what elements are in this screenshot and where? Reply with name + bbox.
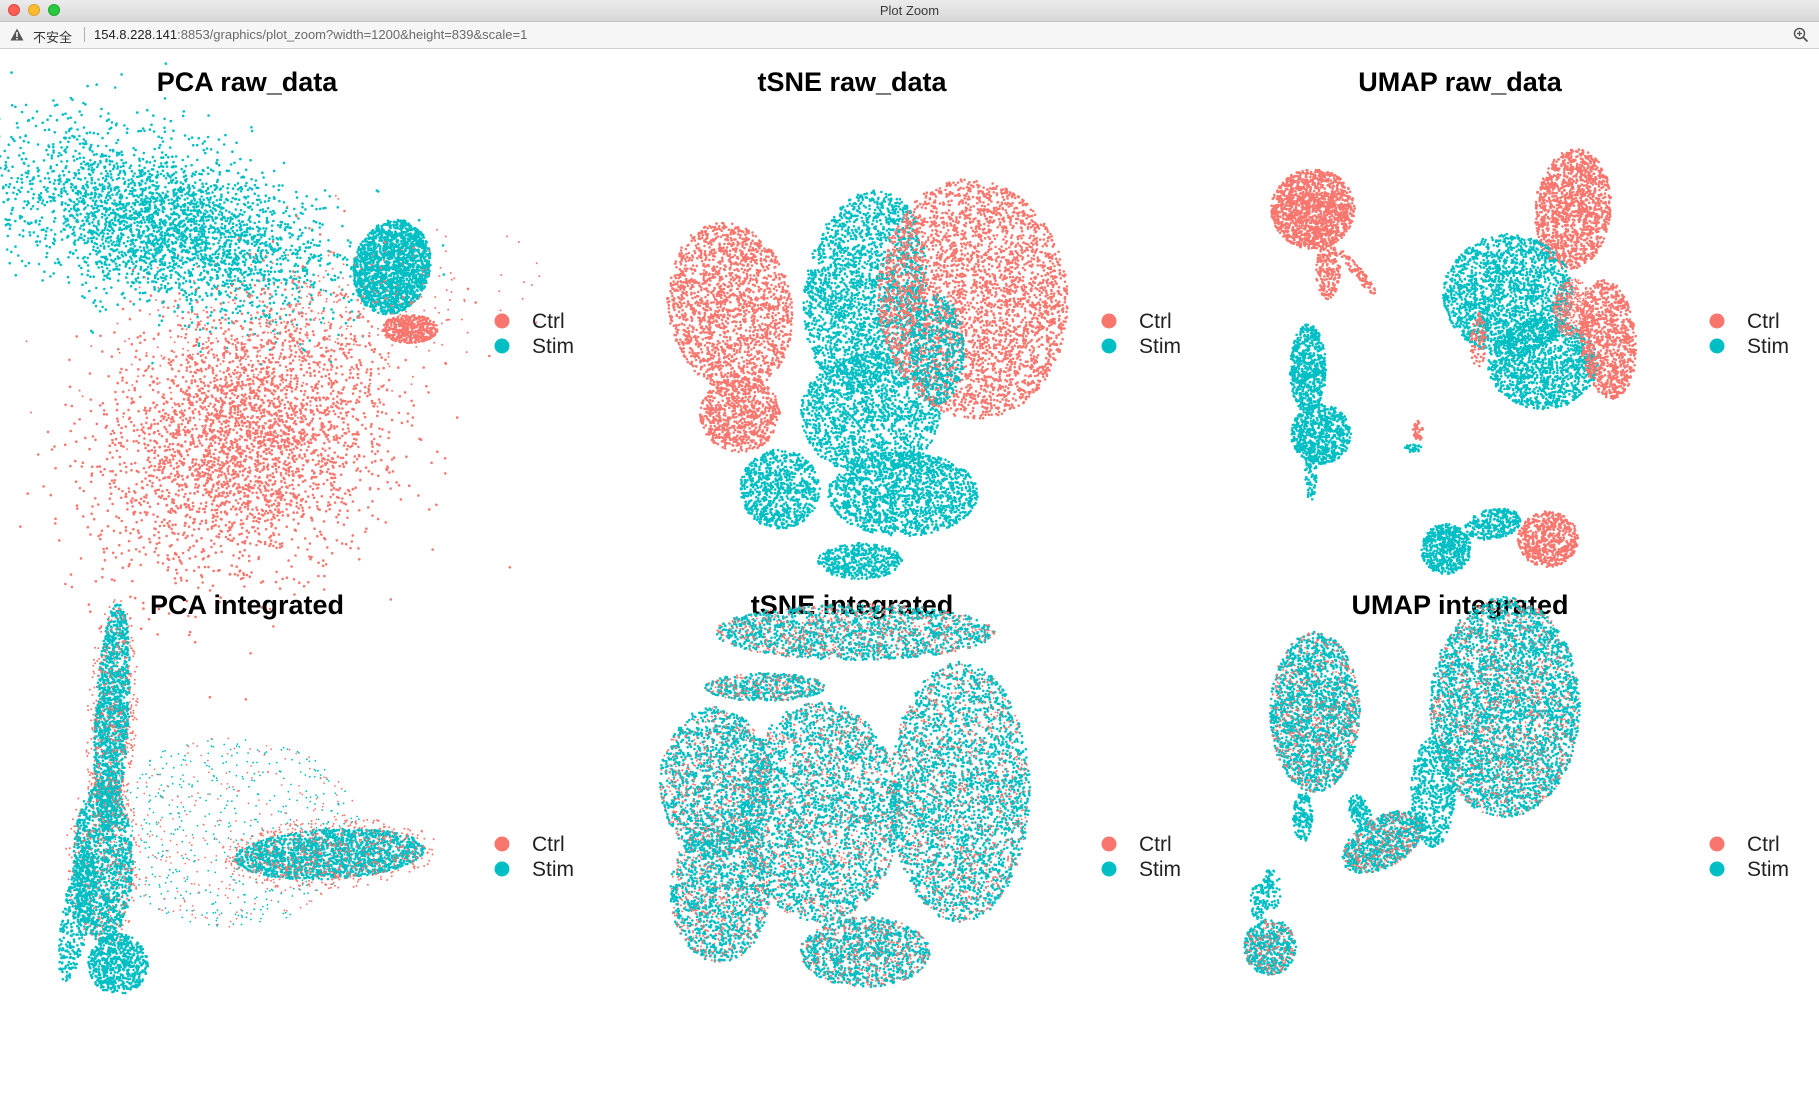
plot-area: PCA raw_data Ctrl Stim tSNE raw_data Ctrl Sti… [0,49,1819,1095]
legend-key-stim [1709,338,1725,354]
scatter-points-tsne-int [659,603,1032,988]
close-window-button[interactable] [8,4,20,16]
legend-label-ctrl: Ctrl [1139,310,1172,333]
scatter-points-pca-raw [0,62,541,701]
plot-title-umap-raw: UMAP raw_data [1358,67,1563,97]
legend-label-stim: Stim [1747,335,1789,358]
window-title: Plot Zoom [879,3,940,18]
legend-key-ctrl [494,313,510,329]
warning-icon [10,28,24,41]
legend-label-stim: Stim [1139,335,1181,358]
legend-key-ctrl [1709,313,1725,329]
plot-title-pca-int: PCA integrated [150,590,344,620]
url-host: 154.8.228.141 [94,27,178,42]
zoom-icon[interactable] [1793,27,1809,43]
legend-label-ctrl: Ctrl [1747,310,1780,333]
address-bar[interactable]: 不安全 154.8.228.141:8853/graphics/plot_zoo… [0,22,1819,49]
scatter-points-tsne-raw [666,178,1069,581]
legend-key-ctrl [494,836,510,852]
legend-label-stim: Stim [1747,858,1789,881]
scatter-points-umap-raw [1270,148,1638,576]
minimize-window-button[interactable] [28,4,40,16]
legend-label-ctrl: Ctrl [1139,833,1172,856]
window-titlebar: Plot Zoom [0,0,1819,22]
legend-label-ctrl: Ctrl [1747,833,1780,856]
url-text[interactable]: 154.8.228.141:8853/graphics/plot_zoom?wi… [94,27,527,42]
legend-label-stim: Stim [532,335,574,358]
plot-title-tsne-int: tSNE integrated [751,590,954,620]
legend-label-stim: Stim [532,858,574,881]
legend-label-ctrl: Ctrl [532,310,565,333]
url-path: :8853/graphics/plot_zoom?width=1200&heig… [177,27,528,42]
scatter-points-pca-int [58,599,435,995]
legend-key-stim [494,338,510,354]
maximize-window-button[interactable] [48,4,60,16]
plot-title-tsne-raw: tSNE raw_data [757,67,947,97]
legend-key-stim [1101,338,1117,354]
legend-key-ctrl [1101,313,1117,329]
legend-label-stim: Stim [1139,858,1181,881]
legend-key-ctrl [1709,836,1725,852]
security-label[interactable]: 不安全 [33,30,73,45]
scatter-points-umap-int [1243,595,1581,976]
plot-title-umap-int: UMAP integrated [1351,590,1568,620]
plot-title-pca-raw: PCA raw_data [157,67,339,97]
legend-label-ctrl: Ctrl [532,833,565,856]
url-separator [84,27,85,42]
legend-key-stim [494,861,510,877]
legend-key-stim [1101,861,1117,877]
legend-key-ctrl [1101,836,1117,852]
legend-key-stim [1709,861,1725,877]
